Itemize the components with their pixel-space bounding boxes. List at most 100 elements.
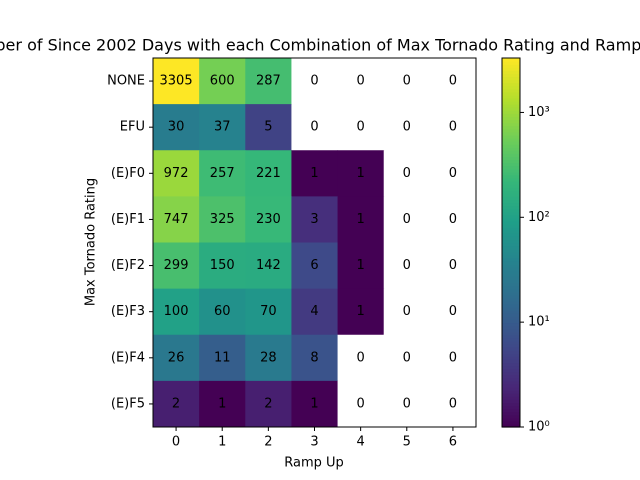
heatmap-cell [337,288,385,336]
cell-label: 0 [449,258,457,273]
heatmap-cell [153,242,200,290]
cell-label: 230 [256,212,281,227]
colorbar-segment [502,282,520,287]
colorbar-segment [502,260,520,265]
colorbar-segment [502,279,520,284]
heatmap-cell [291,58,339,105]
cell-label: 1 [357,304,365,319]
heatmap-cell [199,150,246,197]
x-tick-label: 3 [310,435,318,450]
colorbar-segment [502,396,520,400]
y-axis-label: Max Tornado Rating [84,178,99,306]
colorbar-segment [502,313,520,317]
heatmap-cell [245,104,292,151]
colorbar-segment [502,257,520,262]
colorbar-segment [502,193,520,197]
y-tick-label: (E)F5 [111,396,145,411]
colorbar-segment [502,177,520,182]
x-tick-label: 6 [449,435,457,450]
cell-label: 0 [403,120,411,135]
colorbar-segment [502,113,520,118]
y-tick-label: (E)F4 [111,350,145,365]
colorbar-segment [502,153,520,157]
cell-label: 30 [168,120,185,135]
colorbar-segment [502,220,520,225]
colorbar-segment [502,128,520,133]
colorbar-frame [501,57,521,428]
heatmap-cell [245,380,292,428]
colorbar-segment [502,273,520,277]
colorbar-segment [502,297,520,302]
colorbar-segment [502,107,520,111]
x-tick-label: 2 [264,435,272,450]
colorbar-segment [502,168,520,173]
cell-label: 8 [310,350,318,365]
heatmap-cell [429,242,477,290]
heatmap-cell [153,380,200,428]
cell-label: 100 [164,304,189,319]
heatmap-cell [337,58,385,105]
colorbar-segment [502,322,520,327]
colorbar-segment [502,224,520,228]
colorbar-segment [502,264,520,268]
colorbar-segment [502,405,520,410]
colorbar-segment [502,97,520,102]
cell-label: 0 [403,304,411,319]
colorbar-segment [502,122,520,127]
cell-label: 0 [357,396,365,411]
colorbar-segment [502,411,520,416]
cell-label: 0 [310,120,318,135]
colorbar-segment [502,159,520,164]
colorbar-segment [502,101,520,105]
cell-label: 5 [264,120,272,135]
cell-label: 142 [256,258,281,273]
cell-label: 6 [310,258,318,273]
colorbar-segment [502,288,520,293]
colorbar-segment [502,58,520,62]
colorbar-segment [502,236,520,241]
colorbar-segment [502,393,520,397]
heatmap-cell [383,334,431,382]
colorbar-segment [502,359,520,364]
y-tick-label: (E)F0 [111,166,145,181]
cell-label: 0 [449,74,457,89]
cell-label: 1 [357,258,365,273]
heatmap-cell [429,58,477,105]
colorbar-segment [502,310,520,314]
colorbar-segment [502,356,520,360]
heatmap-cell [291,380,339,428]
colorbar-segment [502,211,520,216]
x-tick-label: 1 [218,435,226,450]
colorbar-segment [502,208,520,213]
colorbar-segment [502,214,520,219]
colorbar-segment [502,73,520,78]
cell-label: 0 [357,74,365,89]
colorbar-segment [502,134,520,139]
colorbar-segment [502,79,520,84]
heatmap-cell [291,104,339,151]
colorbar-segment [502,343,520,348]
colorbar-segment [502,362,520,367]
y-tick-label: (E)F3 [111,304,145,319]
cell-label: 0 [403,212,411,227]
heatmap-cell [245,288,292,336]
colorbar-segment [502,181,520,185]
colorbar-segment [502,248,520,253]
colorbar-segment [502,291,520,296]
heatmap-cell [383,242,431,290]
colorbar-segment [502,82,520,87]
cell-label: 0 [357,350,365,365]
heatmap-cell [337,242,385,290]
colorbar-segment [502,325,520,330]
heatmap-cell [429,334,477,382]
colorbar-segment [502,156,520,161]
heatmap-cell [337,150,385,197]
cell-label: 747 [164,212,189,227]
colorbar-segment [502,390,520,394]
colorbar-segment [502,417,520,422]
heatmap-cell [383,196,431,243]
cell-label: 0 [403,396,411,411]
heatmap-cell [337,104,385,151]
colorbar-segment [502,217,520,222]
colorbar-segment [502,368,520,373]
